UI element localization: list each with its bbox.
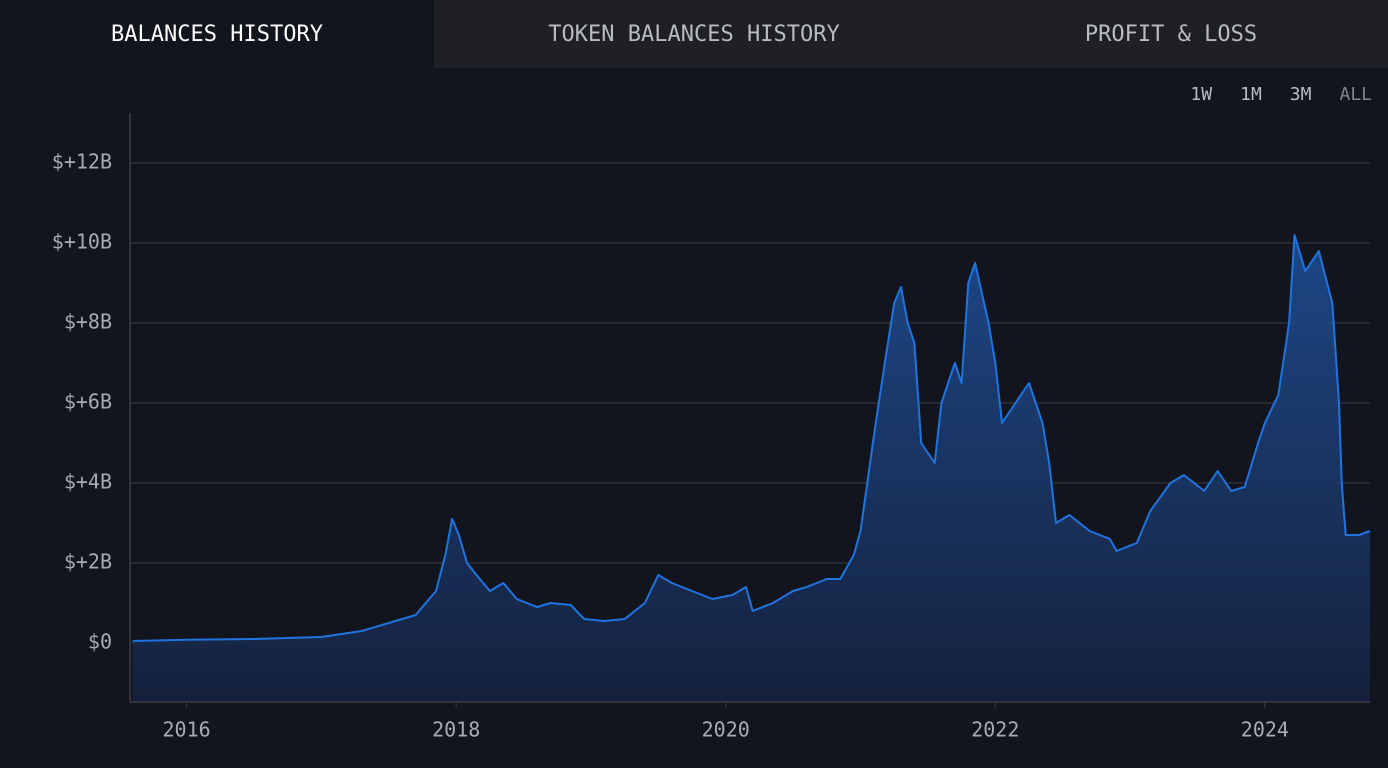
y-tick-label: $0 — [88, 630, 112, 654]
y-tick-label: $+2B — [64, 550, 112, 574]
x-tick-label: 2020 — [702, 718, 750, 742]
range-selector: 1W 1M 3M ALL — [1190, 84, 1372, 105]
range-button[interactable]: 1W — [1190, 84, 1213, 105]
y-tick-label: $+12B — [52, 150, 112, 174]
area-fill — [132, 235, 1371, 702]
range-button[interactable]: 3M — [1289, 84, 1312, 105]
x-tick-label: 2022 — [971, 718, 1019, 742]
tab[interactable]: PROFIT & LOSS — [1084, 21, 1258, 47]
tab[interactable]: BALANCES HISTORY — [0, 0, 434, 68]
x-tick-label: 2024 — [1241, 718, 1289, 742]
x-tick-label: 2016 — [163, 718, 211, 742]
line — [132, 234, 1371, 642]
y-tick-label: $+6B — [64, 390, 112, 414]
y-tick-label: $+4B — [64, 470, 112, 494]
tab-bar: BALANCES HISTORY TOKEN BALANCES HISTORY … — [0, 0, 1388, 68]
x-tick-label: 2018 — [432, 718, 480, 742]
y-tick-label: $+10B — [52, 230, 112, 254]
tab[interactable]: TOKEN BALANCES HISTORY — [548, 21, 840, 47]
range-button[interactable]: ALL — [1339, 84, 1372, 105]
range-button[interactable]: 1M — [1240, 84, 1262, 105]
y-tick-label: $+8B — [64, 310, 112, 334]
